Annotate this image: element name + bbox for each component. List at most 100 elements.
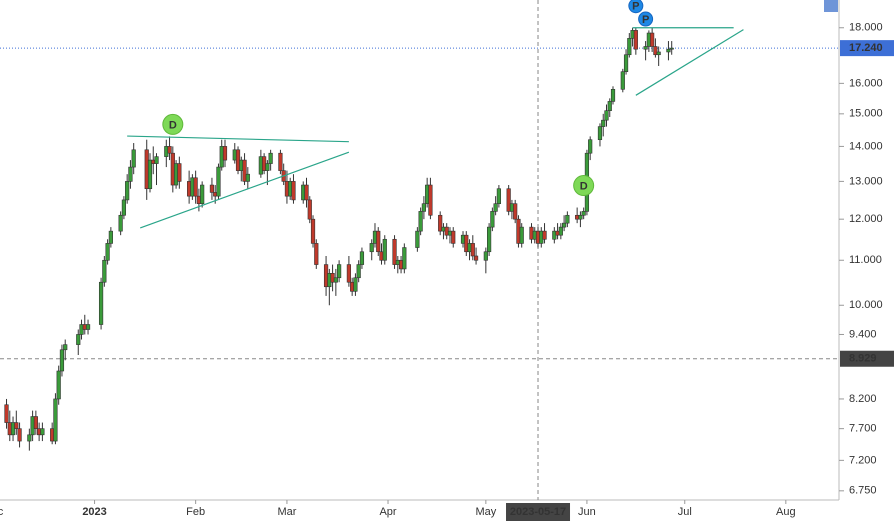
candle-body (245, 173, 250, 182)
candle-body (304, 184, 309, 201)
x-tick-label: Aug (776, 506, 796, 518)
signal-marker (573, 175, 595, 197)
candle-body (85, 324, 91, 330)
candle-body (98, 281, 104, 325)
candle-body (333, 277, 338, 283)
candle-body (588, 139, 593, 154)
candle-body (610, 89, 616, 102)
candle-body (438, 214, 443, 232)
candle-body (601, 119, 606, 127)
candle-body (33, 416, 38, 429)
candle-body (108, 230, 113, 244)
candle-body (496, 188, 501, 205)
y-tick-label: 7.200 (849, 454, 877, 466)
candle-body (268, 152, 273, 164)
settings-icon[interactable] (824, 0, 838, 12)
candle-body (121, 199, 127, 216)
candle-body (154, 156, 159, 164)
candle-body (369, 243, 374, 253)
y-tick-label: 13.000 (849, 175, 883, 187)
candle-body (470, 243, 475, 257)
candle-body (506, 188, 511, 212)
candle-body (200, 184, 205, 205)
crosshair-price-badge (840, 350, 894, 367)
candle-body (418, 211, 423, 232)
y-tick-label: 16.000 (849, 77, 883, 89)
candle-body (346, 264, 351, 283)
signal-marker-label: P (632, 1, 639, 13)
candle-body (59, 349, 65, 372)
candle-body (177, 163, 182, 182)
candle-body (451, 230, 456, 244)
candle-body (653, 46, 658, 56)
y-tick-label: 7.700 (849, 423, 877, 435)
x-tick-label: Jul (678, 506, 692, 518)
signal-marker-label: P (642, 14, 649, 26)
y-tick-label: 14.000 (849, 140, 883, 152)
candle-body (40, 428, 45, 436)
candle-body (623, 54, 629, 73)
candle-body (131, 149, 136, 168)
candle-body (337, 264, 342, 279)
candle-body (105, 243, 110, 261)
crosshair-price-label: 8.929 (849, 353, 877, 365)
candle-body (314, 243, 319, 265)
candle-body (278, 152, 283, 171)
candle-body (17, 428, 22, 442)
y-tick-label: 10.000 (849, 299, 883, 311)
candle-body (193, 177, 198, 197)
candle-body (421, 203, 426, 212)
candle-body (216, 166, 221, 197)
candle-body (490, 211, 495, 228)
x-tick-label: Apr (379, 506, 396, 518)
candle-body (359, 251, 365, 265)
candle-body (565, 214, 570, 224)
signal-marker (162, 113, 184, 135)
candle-body (14, 422, 19, 429)
y-tick-label: 9.400 (849, 328, 877, 340)
candle-body (487, 226, 492, 253)
candle-body (209, 184, 215, 193)
candle-body (519, 226, 524, 244)
candle-body (125, 181, 130, 201)
candle-body (415, 230, 420, 248)
candle-body (656, 51, 661, 56)
signal-marker-label: D (580, 180, 588, 192)
x-tick-label: Mar (277, 506, 296, 518)
trendline (127, 135, 349, 143)
candle-body (558, 226, 563, 236)
trendline (140, 151, 350, 229)
trendline (635, 29, 744, 96)
candle-body (666, 48, 671, 53)
candle-body (542, 230, 547, 240)
y-tick-label: 12.000 (849, 213, 883, 225)
candle-body (27, 434, 32, 442)
candle-body (597, 126, 603, 141)
candle-body (643, 46, 648, 50)
candle-body (483, 251, 488, 261)
candle-body (633, 30, 638, 50)
signal-marker (628, 0, 644, 14)
candle-body (604, 110, 609, 121)
candle-body (222, 146, 228, 161)
y-tick-label: 18.000 (849, 22, 883, 34)
y-tick-label: 8.200 (849, 393, 877, 405)
x-tick-label: Feb (186, 506, 205, 518)
signal-marker-label: D (169, 119, 177, 131)
candle-body (353, 277, 358, 292)
candle-body (402, 247, 407, 270)
candle-body (265, 163, 270, 171)
y-tick-label: 6.750 (849, 485, 877, 497)
candle-body (620, 71, 625, 90)
candle-body (167, 146, 172, 154)
candle-body (650, 32, 655, 47)
y-tick-label: 11.000 (849, 254, 882, 266)
x-tick-label: May (475, 506, 496, 518)
candle-body (392, 238, 397, 265)
candle-body (56, 370, 61, 400)
candle-body (473, 255, 479, 261)
candle-body (307, 199, 312, 220)
candle-body (669, 47, 674, 50)
